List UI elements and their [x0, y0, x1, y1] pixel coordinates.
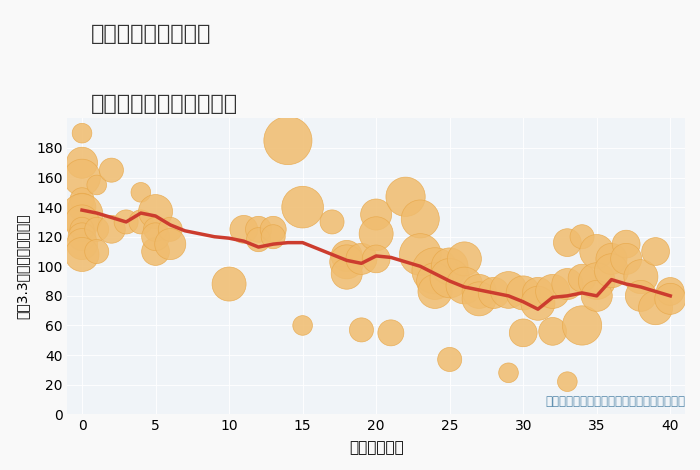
Point [429, 288, 440, 295]
Y-axis label: 坪（3.3㎡）単価（万円）: 坪（3.3㎡）単価（万円） [15, 213, 29, 319]
Point [592, 277, 603, 285]
Point [267, 233, 279, 241]
Point [91, 248, 102, 255]
Point [106, 226, 117, 233]
Point [76, 204, 88, 211]
Point [592, 292, 603, 300]
Point [429, 267, 440, 274]
Point [297, 204, 308, 211]
Point [517, 289, 528, 297]
Point [150, 233, 161, 241]
Point [76, 240, 88, 248]
Point [532, 289, 543, 297]
Text: 円の大きさは、取引のあった物件面積を示す: 円の大きさは、取引のあった物件面積を示す [545, 395, 685, 408]
Point [76, 226, 88, 233]
Point [282, 137, 293, 144]
Point [76, 233, 88, 241]
Point [150, 248, 161, 255]
Point [444, 356, 455, 363]
Point [76, 196, 88, 204]
Point [297, 321, 308, 329]
Point [223, 280, 235, 288]
Point [91, 181, 102, 189]
Point [341, 258, 352, 266]
Point [503, 286, 514, 294]
Point [621, 255, 632, 263]
Point [267, 226, 279, 233]
Point [636, 292, 647, 300]
Point [636, 273, 647, 281]
Point [120, 218, 132, 226]
Point [356, 255, 367, 263]
Point [106, 166, 117, 174]
Point [650, 304, 662, 312]
Point [76, 211, 88, 218]
Point [473, 295, 484, 303]
Point [253, 236, 264, 243]
Text: 築年数別中古戸建て価格: 築年数別中古戸建て価格 [91, 94, 238, 114]
Point [150, 208, 161, 215]
Point [370, 255, 382, 263]
Point [473, 288, 484, 295]
Point [665, 295, 676, 303]
Point [135, 188, 146, 196]
Point [577, 321, 588, 329]
Point [150, 226, 161, 233]
Point [414, 251, 426, 258]
Point [488, 289, 499, 297]
Point [341, 270, 352, 277]
Point [76, 174, 88, 181]
Point [164, 226, 176, 233]
Point [429, 277, 440, 285]
Point [532, 299, 543, 307]
Point [400, 193, 411, 201]
Point [76, 129, 88, 137]
Point [370, 211, 382, 218]
Point [547, 328, 558, 335]
Point [621, 240, 632, 248]
Point [91, 226, 102, 233]
Point [458, 255, 470, 263]
Point [414, 215, 426, 223]
Point [650, 248, 662, 255]
Point [444, 274, 455, 282]
Point [458, 282, 470, 289]
Point [561, 378, 573, 385]
Point [76, 251, 88, 258]
Point [606, 255, 617, 263]
X-axis label: 築年数（年）: 築年数（年） [349, 440, 403, 455]
Point [135, 218, 146, 226]
Point [561, 239, 573, 246]
Point [76, 218, 88, 226]
Point [164, 240, 176, 248]
Point [326, 218, 337, 226]
Point [547, 288, 558, 295]
Point [592, 248, 603, 255]
Point [577, 233, 588, 241]
Point [665, 288, 676, 295]
Point [370, 230, 382, 237]
Point [253, 226, 264, 233]
Point [606, 267, 617, 274]
Point [444, 263, 455, 270]
Point [238, 226, 249, 233]
Point [561, 280, 573, 288]
Text: 神奈川県吉野町駅の: 神奈川県吉野町駅の [91, 24, 211, 44]
Point [356, 326, 367, 334]
Point [76, 159, 88, 166]
Point [385, 329, 396, 337]
Point [503, 369, 514, 376]
Point [577, 274, 588, 282]
Point [517, 329, 528, 337]
Point [341, 252, 352, 260]
